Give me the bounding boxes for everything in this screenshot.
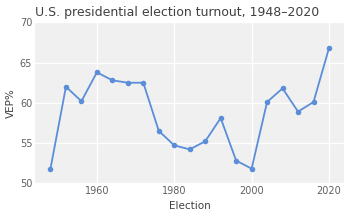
Y-axis label: VEP%: VEP% — [6, 88, 15, 118]
X-axis label: Election: Election — [169, 201, 211, 211]
Text: U.S. presidential election turnout, 1948–2020: U.S. presidential election turnout, 1948… — [35, 6, 319, 19]
